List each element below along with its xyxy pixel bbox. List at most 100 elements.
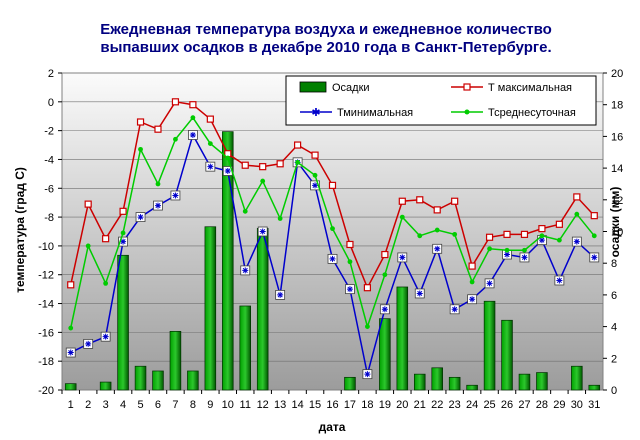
legend-swatch-precip [299,81,327,93]
tavg-marker [260,178,266,184]
precip-bar [518,373,531,391]
tmax-marker [451,197,459,205]
precip-bar [256,227,269,391]
tmax-marker [346,240,354,249]
axis-ticks: 20-2-4-6-8-10-12-14-16-18-20201816141210… [38,68,623,411]
tmax-marker [259,163,267,171]
x-tick-label: 20 [396,399,408,411]
chart-title-line-1: Ежедневная температура воздуха и ежеднев… [100,21,552,38]
tmin-marker [224,167,231,174]
legend-label-tavg: Тсреднесуточная [488,107,576,119]
y-left-tick-label: 2 [48,68,54,80]
y-left-tick-label: -20 [38,385,54,397]
y-right-tick-label: 14 [611,163,623,175]
chart-title-line-2: выпавших осадков в декабре 2010 года в С… [100,39,551,56]
legend-label-precip: Осадки [332,82,370,94]
x-tick-label: 16 [326,399,338,411]
precip-bar [396,286,409,391]
legend-marker-tmax [463,83,471,91]
precip-bar [169,331,182,391]
tmin-marker [154,202,161,209]
y-right-tick-label: 18 [611,100,623,112]
x-tick-label: 8 [190,399,196,411]
tmin-marker [434,245,441,252]
precip-bar [187,370,199,391]
tmax-marker [67,281,75,289]
x-tick-label: 11 [240,399,251,411]
tavg-marker [365,324,370,329]
tmin-marker [346,286,353,293]
y-right-tick-label: 16 [611,131,623,143]
x-tick-label: 26 [501,399,513,411]
tmax-marker [468,262,476,270]
tmax-marker [416,196,424,204]
tavg-marker [207,141,213,147]
tmin-marker [120,238,127,245]
precip-bar [466,384,478,391]
tmax-marker [485,233,494,241]
x-tick-label: 6 [155,399,161,411]
precip-bar [204,226,217,391]
tmax-marker [433,206,441,214]
x-tick-label: 3 [103,399,109,411]
x-tick-label: 7 [172,399,178,411]
y-right-tick-label: 2 [611,353,617,365]
x-tick-label: 31 [588,399,600,411]
precip-bar [588,384,601,391]
x-tick-label: 9 [207,399,213,411]
precip-bar [99,381,112,391]
x-tick-label: 29 [553,399,565,411]
tmax-marker [189,101,197,109]
x-tick-label: 1 [68,399,74,411]
precip-bar [222,131,234,391]
precip-bar [536,372,548,391]
tavg-marker [487,246,492,252]
tavg-marker [68,325,74,331]
y-left-tick-label: -14 [38,299,54,311]
tmin-marker [207,163,214,170]
tavg-marker [591,233,597,239]
x-tick-label: 14 [291,399,303,411]
tavg-marker [452,231,458,237]
tavg-marker [155,181,161,187]
tmin-marker [85,340,92,347]
x-tick-label: 25 [483,399,495,411]
x-tick-label: 23 [449,399,461,411]
x-tick-label: 17 [344,399,356,411]
tmin-marker [172,192,179,199]
x-tick-label: 13 [274,399,286,411]
tmin-marker [312,182,319,189]
x-tick-label: 28 [536,399,548,411]
tavg-marker [574,211,580,217]
legend-marker-tavg [464,109,470,115]
tmin-marker [67,349,74,356]
tavg-marker [173,136,178,142]
tmin-marker [538,237,545,244]
tavg-marker [434,227,440,233]
tmax-marker [555,220,563,228]
y-right-tick-label: 8 [611,258,617,270]
tmin-marker [329,255,336,262]
tmin-marker [486,280,493,287]
y-left-tick-label: -8 [44,212,54,224]
tmax-marker [84,200,92,208]
tavg-marker [85,243,91,249]
tmin-marker [469,296,476,303]
y-left-tick-label: -6 [44,183,54,195]
tmax-marker [293,141,302,149]
tavg-marker [382,272,388,278]
x-tick-label: 5 [137,399,143,411]
tavg-marker [330,226,335,232]
y-right-tick-label: 20 [611,68,623,80]
y-left-tick-label: -2 [44,126,54,138]
x-tick-label: 4 [120,399,126,411]
tavg-marker [399,214,405,220]
tmin-marker [573,238,580,245]
precip-bar [571,365,583,391]
x-tick-label: 2 [85,399,91,411]
tmin-marker [521,254,528,261]
tavg-marker [138,146,143,152]
precip-bar [448,376,461,391]
y-right-tick-label: 12 [611,195,623,207]
